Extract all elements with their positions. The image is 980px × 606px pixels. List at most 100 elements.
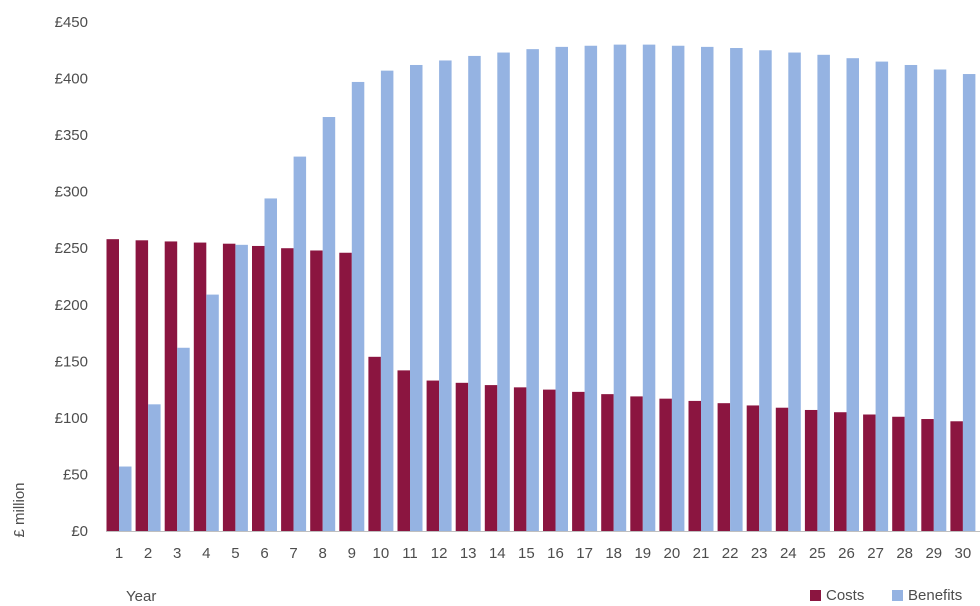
x-tick-label: 22 bbox=[722, 545, 739, 562]
bar-benefits-year-18 bbox=[613, 44, 627, 532]
bar-benefits-year-14 bbox=[497, 52, 510, 531]
bar-benefits-year-2 bbox=[148, 404, 161, 531]
bar-benefits-year-29 bbox=[933, 69, 947, 531]
y-tick-label: £200 bbox=[55, 297, 88, 314]
bar-benefits-year-7 bbox=[293, 156, 307, 531]
x-tick-label: 13 bbox=[460, 545, 477, 562]
bar-costs-year-8 bbox=[310, 250, 323, 532]
bar-benefits-year-17 bbox=[584, 45, 598, 531]
x-tick-label: 12 bbox=[431, 545, 448, 562]
bar-benefits-year-6 bbox=[264, 198, 277, 531]
x-tick-label: 1 bbox=[115, 545, 123, 562]
bar-costs-year-26 bbox=[834, 412, 847, 531]
bar-benefits-year-30 bbox=[962, 74, 976, 531]
bar-costs-year-12 bbox=[426, 380, 440, 531]
bar-benefits-year-20 bbox=[671, 45, 685, 531]
bar-benefits-year-10 bbox=[380, 70, 394, 531]
x-tick-label: 11 bbox=[402, 545, 418, 562]
bar-costs-year-24 bbox=[775, 407, 789, 531]
x-tick-label: 5 bbox=[231, 545, 239, 562]
bar-costs-year-9 bbox=[339, 252, 352, 531]
x-tick-label: 9 bbox=[348, 545, 356, 562]
bar-benefits-year-19 bbox=[642, 44, 656, 532]
bar-benefits-year-23 bbox=[759, 50, 772, 531]
x-tick-label: 29 bbox=[925, 545, 942, 562]
x-tick-label: 26 bbox=[838, 545, 855, 562]
y-tick-label: £300 bbox=[55, 184, 88, 201]
bar-costs-year-30 bbox=[950, 421, 963, 531]
bar-costs-year-28 bbox=[892, 416, 905, 531]
bar-costs-year-20 bbox=[659, 398, 672, 531]
x-tick-label: 10 bbox=[373, 545, 390, 562]
x-tick-label: 6 bbox=[260, 545, 268, 562]
bar-benefits-year-3 bbox=[177, 347, 190, 531]
x-tick-label: 3 bbox=[173, 545, 181, 562]
bar-benefits-year-24 bbox=[788, 52, 801, 531]
bar-costs-year-10 bbox=[368, 356, 381, 531]
y-tick-label: £250 bbox=[55, 240, 88, 257]
bar-benefits-year-16 bbox=[555, 46, 568, 531]
bar-costs-year-11 bbox=[397, 370, 410, 531]
x-tick-label: 18 bbox=[605, 545, 622, 562]
x-tick-label: 27 bbox=[867, 545, 884, 562]
y-tick-label: £50 bbox=[63, 466, 88, 483]
bar-costs-year-13 bbox=[455, 382, 469, 531]
bar-costs-year-16 bbox=[543, 389, 556, 531]
bar-benefits-year-4 bbox=[206, 294, 219, 531]
x-tick-label: 23 bbox=[751, 545, 768, 562]
x-tick-label: 30 bbox=[955, 545, 972, 562]
bar-benefits-year-26 bbox=[846, 58, 859, 531]
x-axis-ticks: 1 2 3 4 5 6 7 8 9 10 11 12 13 14 15 16 17 18 19 20 21 22 23 24 2… bbox=[115, 545, 971, 562]
bar-costs-year-23 bbox=[746, 405, 760, 531]
bar-costs-year-4 bbox=[193, 242, 207, 531]
bars bbox=[106, 44, 976, 532]
bar-costs-year-14 bbox=[484, 385, 498, 531]
x-tick-label: 16 bbox=[547, 545, 564, 562]
bar-costs-year-22 bbox=[717, 403, 731, 531]
x-tick-label: 8 bbox=[319, 545, 327, 562]
bar-costs-year-2 bbox=[135, 240, 149, 532]
legend-label-benefits: Benefits bbox=[908, 587, 962, 604]
x-tick-label: 4 bbox=[202, 545, 210, 562]
x-tick-label: 21 bbox=[693, 545, 710, 562]
y-tick-label: £100 bbox=[55, 410, 88, 427]
bar-benefits-year-13 bbox=[468, 55, 481, 532]
bar-costs-year-25 bbox=[804, 409, 818, 531]
x-axis-title: Year bbox=[126, 588, 156, 605]
legend-swatch-benefits bbox=[892, 590, 903, 601]
x-tick-label: 28 bbox=[896, 545, 913, 562]
x-tick-label: 17 bbox=[576, 545, 593, 562]
bar-costs-year-17 bbox=[572, 391, 585, 531]
x-tick-label: 15 bbox=[518, 545, 535, 562]
y-tick-label: £350 bbox=[55, 127, 88, 144]
x-tick-label: 7 bbox=[289, 545, 297, 562]
bar-benefits-year-25 bbox=[817, 54, 830, 532]
bar-benefits-year-8 bbox=[322, 117, 336, 531]
bar-benefits-year-28 bbox=[904, 64, 918, 531]
bar-benefits-year-12 bbox=[439, 60, 452, 532]
x-tick-label: 19 bbox=[634, 545, 651, 562]
bar-costs-year-15 bbox=[513, 387, 527, 531]
bar-costs-year-1 bbox=[106, 239, 119, 532]
y-tick-label: £0 bbox=[71, 523, 88, 540]
y-axis-title: £ million bbox=[11, 482, 28, 537]
bar-benefits-year-11 bbox=[410, 64, 423, 531]
x-tick-label: 20 bbox=[664, 545, 681, 562]
x-tick-label: 2 bbox=[144, 545, 152, 562]
bar-costs-year-27 bbox=[863, 414, 876, 531]
x-tick-label: 24 bbox=[780, 545, 797, 562]
y-tick-label: £450 bbox=[55, 14, 88, 31]
legend-label-costs: Costs bbox=[826, 587, 864, 604]
bar-costs-year-18 bbox=[601, 394, 614, 531]
bar-costs-year-3 bbox=[164, 241, 178, 531]
bar-benefits-year-22 bbox=[730, 48, 743, 532]
y-tick-label: £150 bbox=[55, 353, 88, 370]
bar-costs-year-19 bbox=[630, 396, 643, 531]
bar-benefits-year-1 bbox=[119, 466, 132, 531]
x-tick-label: 14 bbox=[489, 545, 506, 562]
bar-costs-year-5 bbox=[222, 243, 236, 531]
bar-costs-year-6 bbox=[252, 245, 265, 531]
bar-benefits-year-5 bbox=[235, 244, 248, 531]
